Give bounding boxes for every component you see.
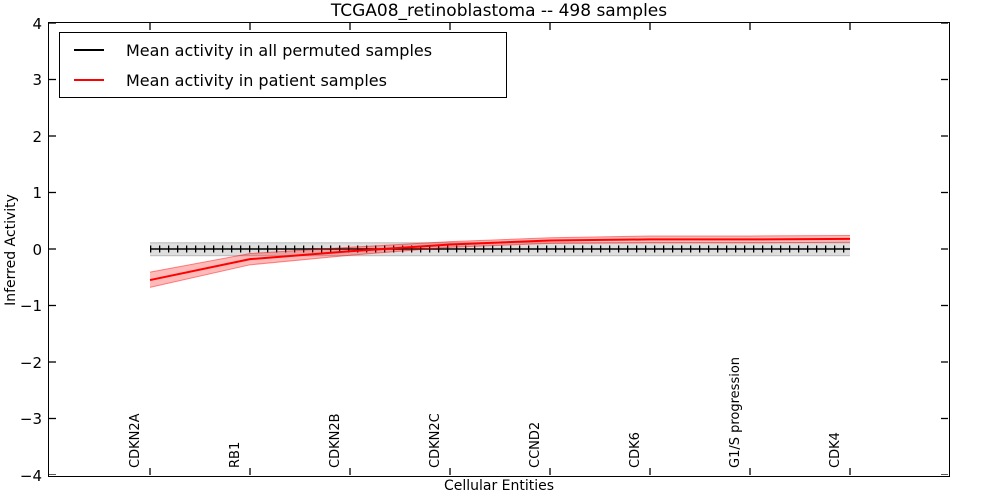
y-tick-label: 4 [32,14,42,33]
y-tick-label: −2 [19,353,42,372]
permuted-line-sample [74,49,104,51]
chart-canvas [49,23,948,475]
confidence-band [150,235,850,288]
x-tick-label: CDKN2B [327,413,343,468]
patient-line-sample [74,79,104,81]
legend-label: Mean activity in all permuted samples [126,40,433,60]
y-tick-label: 3 [32,71,42,89]
band-edge-lower [149,241,851,288]
legend-label: Mean activity in patient samples [126,70,387,90]
legend-item-patient: Mean activity in patient samples [60,65,506,95]
y-tick-label: −3 [19,410,42,428]
band-edge-upper [149,234,851,273]
mean-line [149,237,851,282]
x-tick-label: G1/S progression [727,356,743,468]
x-tick-label: RB1 [227,441,243,468]
x-axis-label: Cellular Entities [443,478,555,494]
x-tick-label: CDK4 [827,432,843,468]
x-tick-label: CDK6 [627,432,643,468]
y-tick-label: −1 [19,297,42,315]
y-tick-label: 2 [32,127,42,146]
x-tick-label: CDKN2A [127,413,143,468]
x-tick-label: CDKN2C [427,413,443,468]
legend-item-permuted: Mean activity in all permuted samples [60,35,506,65]
y-tick-label: −4 [19,466,42,485]
y-tick-label: 0 [32,240,42,259]
y-tick-label: 1 [32,184,42,202]
x-tick-label: CCND2 [527,421,543,468]
chart-title: TCGA08_retinoblastoma -- 498 samples [330,1,668,21]
legend: Mean activity in all permuted samples Me… [59,32,507,98]
